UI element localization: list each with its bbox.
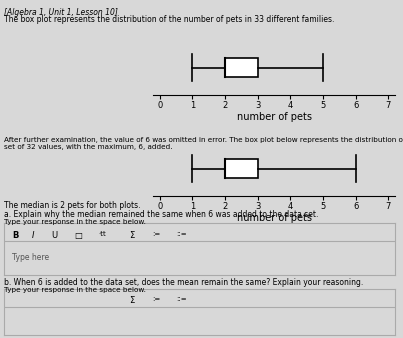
Text: The median is 2 pets for both plots.: The median is 2 pets for both plots. bbox=[4, 201, 141, 210]
Text: ::=: ::= bbox=[176, 296, 187, 302]
Text: Σ: Σ bbox=[129, 296, 134, 305]
Text: The box plot represents the distribution of the number of pets in 33 different f: The box plot represents the distribution… bbox=[4, 15, 334, 24]
Text: Type your response in the space below.: Type your response in the space below. bbox=[4, 287, 146, 293]
Text: B: B bbox=[12, 231, 18, 240]
FancyBboxPatch shape bbox=[225, 58, 258, 77]
FancyBboxPatch shape bbox=[225, 159, 258, 178]
Text: □: □ bbox=[75, 231, 82, 240]
Text: [Algebra 1, Unit 1, Lesson 10]: [Algebra 1, Unit 1, Lesson 10] bbox=[4, 8, 118, 18]
Text: ::=: ::= bbox=[176, 231, 187, 237]
X-axis label: number of pets: number of pets bbox=[237, 213, 312, 223]
Text: a. Explain why the median remained the same when 6 was added to the data set.: a. Explain why the median remained the s… bbox=[4, 210, 318, 219]
Text: U: U bbox=[51, 231, 57, 240]
Text: :=: := bbox=[153, 231, 161, 237]
Text: After further examination, the value of 6 was omitted in error. The box plot bel: After further examination, the value of … bbox=[4, 137, 403, 143]
Text: set of 32 values, with the maximum, 6, added.: set of 32 values, with the maximum, 6, a… bbox=[4, 144, 172, 150]
Text: Type your response in the space below.: Type your response in the space below. bbox=[4, 219, 146, 225]
Text: ·tt: ·tt bbox=[98, 231, 106, 237]
Text: Type here: Type here bbox=[12, 252, 49, 262]
Text: :=: := bbox=[153, 296, 161, 302]
Text: b. When 6 is added to the data set, does the mean remain the same? Explain your : b. When 6 is added to the data set, does… bbox=[4, 278, 363, 287]
X-axis label: number of pets: number of pets bbox=[237, 113, 312, 122]
Text: I: I bbox=[31, 231, 34, 240]
Text: Σ: Σ bbox=[129, 231, 134, 240]
